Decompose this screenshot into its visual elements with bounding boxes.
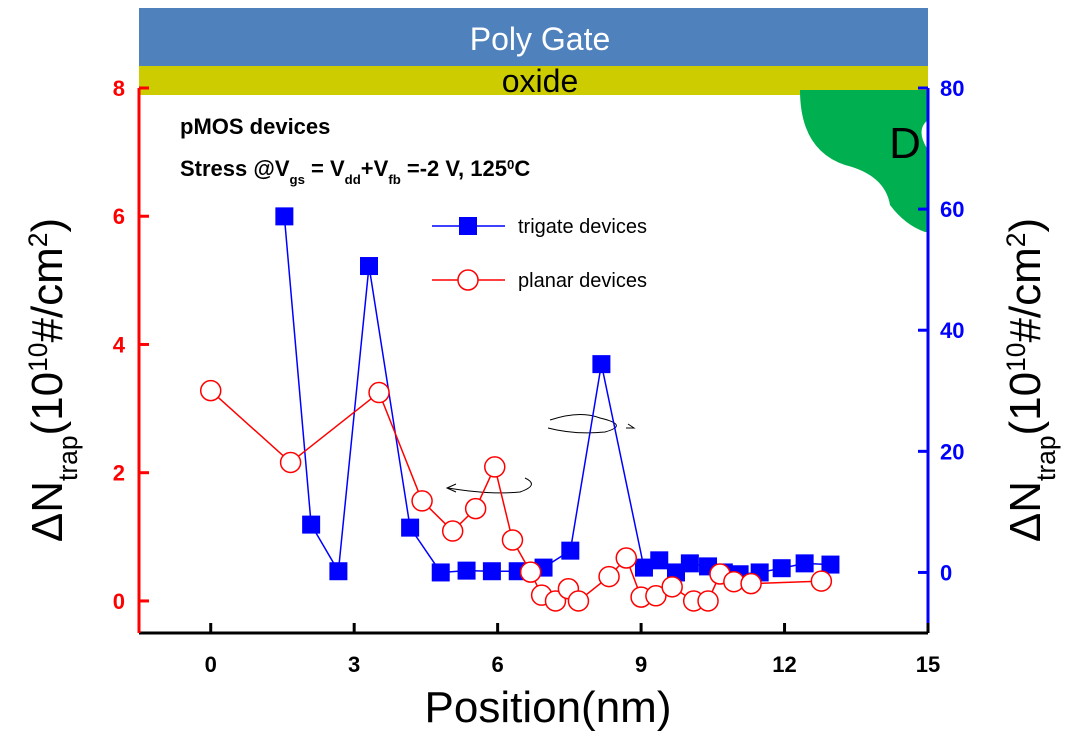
- legend-label: planar devices: [518, 270, 647, 292]
- point: [568, 591, 588, 611]
- point: [281, 452, 301, 472]
- text-part: 2: [23, 233, 53, 248]
- y-tick-label: 2: [113, 461, 125, 486]
- text-part: = V: [305, 156, 345, 181]
- point: [302, 516, 320, 534]
- y2-tick-label: 0: [940, 560, 952, 585]
- text-part: gs: [290, 172, 305, 187]
- text-part: 2: [1001, 233, 1031, 248]
- y2-axis-label: ΔNtrap(1010#/cm2): [1001, 218, 1061, 542]
- x-tick-label: 3: [348, 652, 360, 677]
- point: [698, 591, 718, 611]
- y2-tick-label: 80: [940, 76, 964, 101]
- x-axis-label: Position(nm): [425, 683, 672, 732]
- text-part: dd: [345, 172, 361, 187]
- y2-tick-label: 40: [940, 318, 964, 343]
- text-part: ): [1001, 218, 1050, 233]
- text-part: #/cm: [23, 247, 72, 342]
- y-axis-label: ΔNtrap(1010#/cm2): [23, 218, 83, 542]
- text-part: (10: [23, 372, 72, 436]
- text-part: ): [23, 218, 72, 233]
- point: [502, 530, 522, 550]
- point: [811, 571, 831, 591]
- oxide-label: oxide: [502, 63, 579, 99]
- point: [592, 355, 610, 373]
- text-part: C: [514, 156, 530, 181]
- point: [650, 551, 668, 569]
- point: [796, 554, 814, 572]
- point: [483, 562, 501, 580]
- text-part: #/cm: [1001, 247, 1050, 342]
- point: [443, 521, 463, 541]
- arrow-head: [626, 424, 634, 428]
- arrow: [448, 478, 531, 493]
- x-tick-label: 6: [492, 652, 504, 677]
- arrow: [548, 414, 616, 432]
- point: [561, 542, 579, 560]
- drain-label: D: [889, 119, 921, 168]
- text-part: 10: [23, 343, 53, 372]
- point: [741, 574, 761, 594]
- text-part: 10: [1001, 343, 1031, 372]
- text-part: Stress @V: [180, 156, 290, 181]
- y-tick-label: 8: [113, 76, 125, 101]
- text-part: =-2 V, 125: [401, 156, 507, 181]
- x-tick-label: 12: [772, 652, 796, 677]
- point: [485, 457, 505, 477]
- point: [201, 381, 221, 401]
- point: [662, 577, 682, 597]
- legend-marker: [458, 270, 478, 290]
- chart: Poly Gate oxide D pMOS devices Stress @V…: [0, 0, 1067, 738]
- y2-tick-label: 60: [940, 197, 964, 222]
- annotation: pMOS devices: [180, 114, 330, 139]
- x-tick-label: 9: [635, 652, 647, 677]
- point: [681, 554, 699, 572]
- annotation: Stress @Vgs = Vdd+Vfb =-2 V, 1250C: [180, 156, 530, 187]
- text-part: trap: [53, 436, 83, 481]
- point: [432, 563, 450, 581]
- point: [369, 383, 389, 403]
- y2-tick-label: 20: [940, 439, 964, 464]
- point: [616, 548, 636, 568]
- legend-label: trigate devices: [518, 216, 647, 238]
- x-tick-label: 0: [205, 652, 217, 677]
- y-tick-label: 6: [113, 204, 125, 229]
- point: [599, 567, 619, 587]
- point: [412, 491, 432, 511]
- point: [635, 559, 653, 577]
- point: [773, 559, 791, 577]
- text-part: ΔN: [23, 481, 72, 542]
- point: [275, 207, 293, 225]
- point: [466, 499, 486, 519]
- point: [401, 519, 419, 537]
- x-tick-label: 15: [916, 652, 940, 677]
- y-tick-label: 0: [113, 589, 125, 614]
- legend-marker: [459, 217, 477, 235]
- text-part: +V: [361, 156, 389, 181]
- point: [521, 562, 541, 582]
- text-part: (10: [1001, 372, 1050, 436]
- point: [360, 257, 378, 275]
- point: [458, 562, 476, 580]
- text-part: fb: [388, 172, 400, 187]
- text-part: ΔN: [1001, 481, 1050, 542]
- text-part: trap: [1031, 436, 1061, 481]
- y-tick-label: 4: [113, 332, 126, 357]
- point: [329, 562, 347, 580]
- gate-label: Poly Gate: [470, 21, 611, 57]
- text-part: 0: [507, 157, 514, 172]
